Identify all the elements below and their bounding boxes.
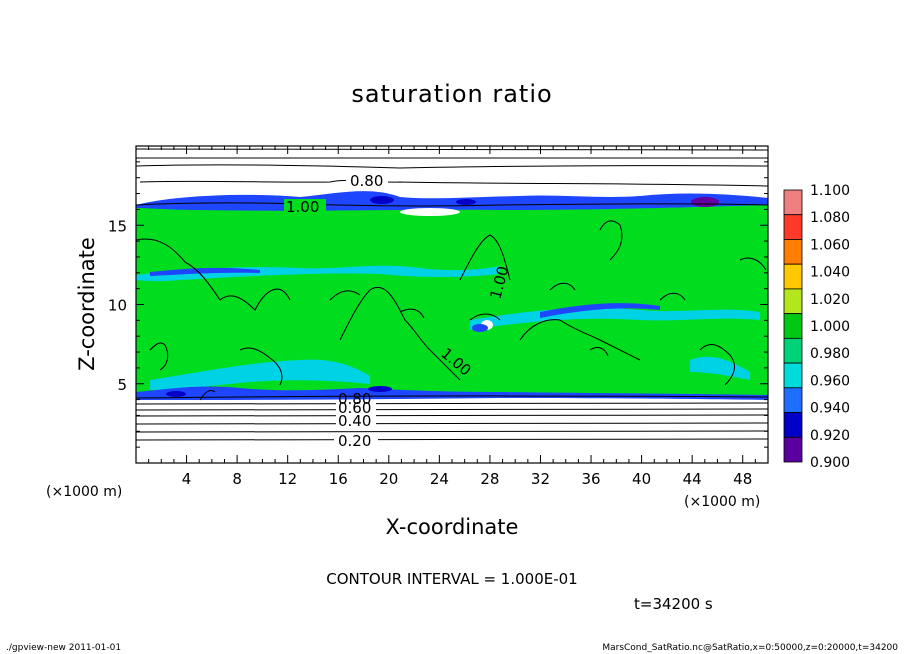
colorbar-label: 0.940 (810, 401, 850, 417)
x-tick-label: 36 (581, 470, 600, 488)
colorbar-swatch (783, 239, 803, 265)
colorbar-label: 0.900 (810, 455, 850, 471)
blue-streak (150, 267, 260, 276)
colorbar-label: 1.040 (810, 265, 850, 281)
x-axis-title: X-coordinate (386, 515, 519, 539)
contour-labels: 0.80 1.00 1.00 1.00 0.20 0.40 0.60 0.80 (284, 172, 513, 450)
colorbar-swatch (783, 288, 803, 315)
x-tick-label: 12 (278, 470, 297, 488)
colorbar-swatch (783, 337, 803, 364)
blue-streak (540, 303, 660, 318)
y-axis-title: Z-coordinate (75, 237, 99, 371)
contour-interval-text: CONTOUR INTERVAL = 1.000E-01 (326, 570, 577, 588)
contour-label: 0.40 (338, 412, 371, 430)
upper-dry-cell (691, 197, 719, 207)
colorbar: 1.100 1.080 1.060 1.040 1.020 1.000 0.980 0.960… (783, 183, 850, 471)
cyan-streak (690, 356, 750, 380)
cyan-streak (150, 359, 370, 390)
colorbar-swatch (783, 214, 803, 240)
contour-label: 0.80 (338, 390, 371, 408)
colorbar-label: 0.980 (810, 346, 850, 362)
colorbar-label: 1.080 (810, 210, 850, 226)
plot-area (136, 146, 768, 463)
colorbar-swatch (783, 436, 803, 463)
x-unit-label: (×1000 m) (46, 484, 122, 500)
contour-label-bg (334, 433, 378, 448)
colorbar-label: 1.100 (810, 183, 850, 199)
contour-label: 1.00 (286, 198, 319, 216)
y-tick-label: 5 (117, 376, 127, 394)
x-tick-label: 8 (232, 470, 242, 488)
colorbar-swatch (783, 362, 803, 389)
colorbar-swatch (783, 313, 803, 339)
white-spot (400, 208, 460, 216)
colorbar-label: 1.020 (810, 292, 850, 308)
contour-label-bg (284, 199, 326, 213)
footer-right: MarsCond_SatRatio.nc@SatRatio,x=0:50000,… (602, 643, 898, 653)
x-tick-label: 16 (329, 470, 348, 488)
footer-left: ./gpview-new 2011-01-01 (6, 643, 121, 653)
x-tick-label: 20 (379, 470, 398, 488)
x-tick-label: 4 (182, 470, 192, 488)
x-tick-label: 32 (531, 470, 550, 488)
chart-title: saturation ratio (351, 80, 552, 108)
x-tick-label: 48 (733, 470, 752, 488)
lower-dry-cell (166, 391, 186, 397)
x-tick-label: 24 (430, 470, 449, 488)
mid-contour-lines (136, 220, 767, 401)
upper-dry-cell (456, 199, 476, 205)
upper-dry-cell (370, 196, 394, 204)
blue-spot (472, 324, 488, 332)
lower-dry-cell (368, 386, 392, 392)
contour-label: 0.20 (338, 432, 371, 450)
contour-label-bg (336, 414, 376, 427)
x-tick-label: 44 (683, 470, 702, 488)
contour-label-bg (346, 172, 388, 188)
time-text: t=34200 s (634, 595, 713, 613)
contour-label: 0.60 (338, 399, 371, 417)
colorbar-label: 0.920 (810, 428, 850, 444)
colorbar-label: 0.960 (810, 373, 850, 389)
colorbar-swatch (783, 189, 803, 216)
contour-label-bg (336, 402, 376, 414)
contour-label: 0.80 (350, 172, 383, 190)
y-tick-label: 10 (108, 297, 127, 315)
x-tick-label: 40 (632, 470, 651, 488)
colorbar-swatch (783, 263, 803, 290)
y-tick-label: 15 (108, 217, 127, 235)
x-tick-label: 28 (480, 470, 499, 488)
saturated-region (136, 199, 768, 398)
colorbar-label: 1.060 (810, 237, 850, 253)
colorbar-label: 1.000 (810, 319, 850, 335)
colorbar-swatch (783, 412, 803, 438)
colorbar-swatch (783, 387, 803, 413)
x-unit-label-right: (×1000 m) (684, 494, 760, 510)
